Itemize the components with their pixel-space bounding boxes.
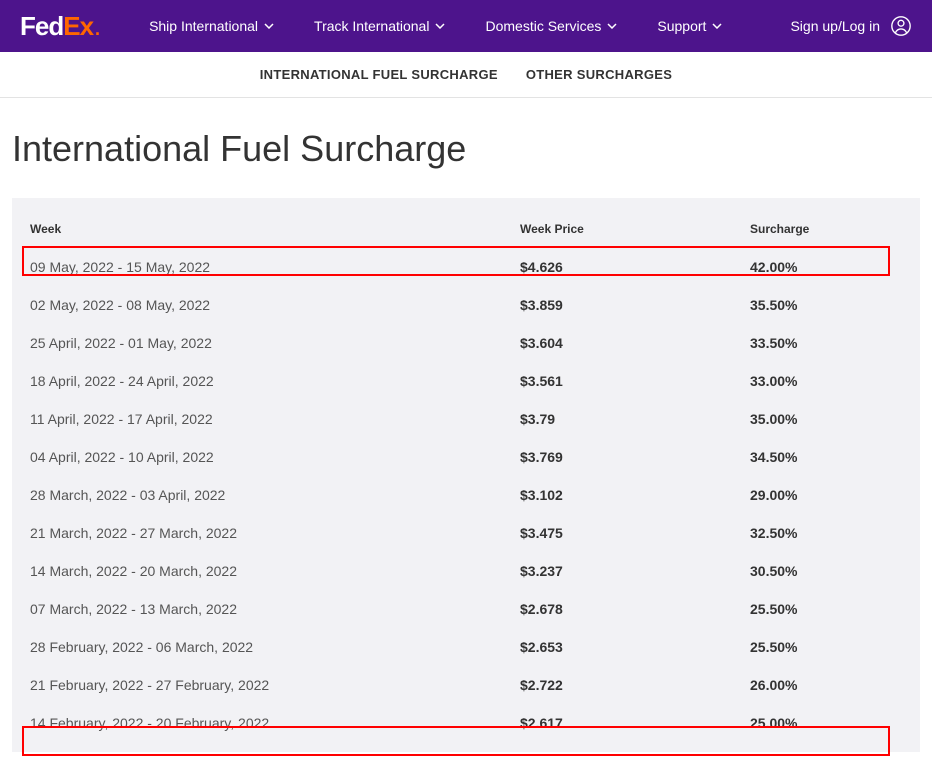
cell-surcharge: 25.00%: [750, 715, 902, 731]
cell-surcharge: 29.00%: [750, 487, 902, 503]
nav-items: Ship International Track International D…: [149, 18, 790, 34]
header-price: Week Price: [520, 222, 750, 236]
cell-week: 25 April, 2022 - 01 May, 2022: [30, 335, 520, 351]
subnav-other-surcharges[interactable]: OTHER SURCHARGES: [526, 67, 672, 82]
cell-price: $3.561: [520, 373, 750, 389]
fedex-logo[interactable]: FedEx.: [20, 11, 99, 42]
cell-week: 28 February, 2022 - 06 March, 2022: [30, 639, 520, 655]
nav-item-label: Track International: [314, 18, 429, 34]
cell-price: $3.237: [520, 563, 750, 579]
cell-week: 11 April, 2022 - 17 April, 2022: [30, 411, 520, 427]
cell-week: 09 May, 2022 - 15 May, 2022: [30, 259, 520, 275]
table-row: 21 February, 2022 - 27 February, 2022$2.…: [30, 666, 902, 704]
signin-label: Sign up/Log in: [790, 18, 880, 34]
cell-price: $3.475: [520, 525, 750, 541]
cell-surcharge: 32.50%: [750, 525, 902, 541]
cell-price: $3.102: [520, 487, 750, 503]
table-row: 11 April, 2022 - 17 April, 2022$3.7935.0…: [30, 400, 902, 438]
header-week: Week: [30, 222, 520, 236]
header-surcharge: Surcharge: [750, 222, 902, 236]
cell-price: $4.626: [520, 259, 750, 275]
cell-price: $3.769: [520, 449, 750, 465]
table-row: 18 April, 2022 - 24 April, 2022$3.56133.…: [30, 362, 902, 400]
table-row: 02 May, 2022 - 08 May, 2022$3.85935.50%: [30, 286, 902, 324]
cell-price: $2.617: [520, 715, 750, 731]
table-body: 09 May, 2022 - 15 May, 2022$4.62642.00%0…: [30, 248, 902, 742]
logo-ex: Ex: [63, 11, 93, 42]
table-row: 21 March, 2022 - 27 March, 2022$3.47532.…: [30, 514, 902, 552]
cell-week: 14 February, 2022 - 20 February, 2022: [30, 715, 520, 731]
table-row: 14 March, 2022 - 20 March, 2022$3.23730.…: [30, 552, 902, 590]
chevron-down-icon: [607, 23, 617, 29]
table-row: 09 May, 2022 - 15 May, 2022$4.62642.00%: [30, 248, 902, 286]
user-icon: [890, 15, 912, 37]
cell-surcharge: 34.50%: [750, 449, 902, 465]
subnav-intl-fuel-surcharge[interactable]: INTERNATIONAL FUEL SURCHARGE: [260, 67, 498, 82]
surcharge-table-container: Week Week Price Surcharge 09 May, 2022 -…: [12, 198, 920, 752]
table-row: 28 February, 2022 - 06 March, 2022$2.653…: [30, 628, 902, 666]
nav-item-label: Domestic Services: [485, 18, 601, 34]
cell-surcharge: 26.00%: [750, 677, 902, 693]
cell-price: $3.604: [520, 335, 750, 351]
nav-ship-international[interactable]: Ship International: [149, 18, 274, 34]
page-title: International Fuel Surcharge: [0, 98, 932, 198]
logo-dot: .: [95, 19, 99, 40]
cell-surcharge: 42.00%: [750, 259, 902, 275]
signin-button[interactable]: Sign up/Log in: [790, 15, 912, 37]
table-row: 25 April, 2022 - 01 May, 2022$3.60433.50…: [30, 324, 902, 362]
cell-week: 28 March, 2022 - 03 April, 2022: [30, 487, 520, 503]
cell-price: $2.678: [520, 601, 750, 617]
cell-surcharge: 33.50%: [750, 335, 902, 351]
chevron-down-icon: [435, 23, 445, 29]
cell-week: 21 March, 2022 - 27 March, 2022: [30, 525, 520, 541]
cell-price: $3.859: [520, 297, 750, 313]
cell-week: 07 March, 2022 - 13 March, 2022: [30, 601, 520, 617]
cell-week: 18 April, 2022 - 24 April, 2022: [30, 373, 520, 389]
table-row: 04 April, 2022 - 10 April, 2022$3.76934.…: [30, 438, 902, 476]
cell-surcharge: 33.00%: [750, 373, 902, 389]
table-row: 28 March, 2022 - 03 April, 2022$3.10229.…: [30, 476, 902, 514]
cell-price: $2.653: [520, 639, 750, 655]
nav-track-international[interactable]: Track International: [314, 18, 445, 34]
cell-week: 14 March, 2022 - 20 March, 2022: [30, 563, 520, 579]
cell-surcharge: 30.50%: [750, 563, 902, 579]
cell-surcharge: 25.50%: [750, 639, 902, 655]
chevron-down-icon: [264, 23, 274, 29]
cell-surcharge: 35.50%: [750, 297, 902, 313]
table-row: 07 March, 2022 - 13 March, 2022$2.67825.…: [30, 590, 902, 628]
table-header: Week Week Price Surcharge: [30, 216, 902, 248]
nav-item-label: Ship International: [149, 18, 258, 34]
cell-week: 21 February, 2022 - 27 February, 2022: [30, 677, 520, 693]
surcharge-table: Week Week Price Surcharge 09 May, 2022 -…: [30, 216, 902, 742]
cell-price: $2.722: [520, 677, 750, 693]
cell-surcharge: 35.00%: [750, 411, 902, 427]
cell-week: 02 May, 2022 - 08 May, 2022: [30, 297, 520, 313]
top-nav: FedEx. Ship International Track Internat…: [0, 0, 932, 52]
cell-price: $3.79: [520, 411, 750, 427]
sub-nav: INTERNATIONAL FUEL SURCHARGE OTHER SURCH…: [0, 52, 932, 98]
cell-week: 04 April, 2022 - 10 April, 2022: [30, 449, 520, 465]
nav-item-label: Support: [657, 18, 706, 34]
cell-surcharge: 25.50%: [750, 601, 902, 617]
nav-domestic-services[interactable]: Domestic Services: [485, 18, 617, 34]
nav-support[interactable]: Support: [657, 18, 722, 34]
table-row: 14 February, 2022 - 20 February, 2022$2.…: [30, 704, 902, 742]
logo-fed: Fed: [20, 11, 63, 42]
chevron-down-icon: [712, 23, 722, 29]
